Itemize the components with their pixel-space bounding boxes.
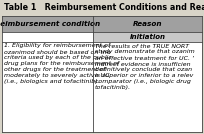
Bar bbox=[2, 42, 93, 132]
Text: The results of the TRUE NORT
study demonstrate that ozanim
an effective treatmen: The results of the TRUE NORT study demon… bbox=[95, 44, 195, 90]
Text: Reimbursement condition: Reimbursement condition bbox=[0, 21, 100, 27]
Bar bbox=[93, 42, 202, 132]
Bar bbox=[2, 16, 202, 32]
Bar bbox=[2, 16, 202, 132]
Text: 1. Eligibility for reimbursement of
ozanimod should be based on the
criteria use: 1. Eligibility for reimbursement of ozan… bbox=[4, 44, 119, 85]
Bar bbox=[2, 32, 93, 42]
Bar bbox=[0, 0, 204, 16]
Text: Initiation: Initiation bbox=[130, 34, 165, 40]
Text: Reason: Reason bbox=[133, 21, 162, 27]
Text: Table 1   Reimbursement Conditions and Reasons: Table 1 Reimbursement Conditions and Rea… bbox=[4, 3, 204, 12]
Bar bbox=[93, 32, 202, 42]
